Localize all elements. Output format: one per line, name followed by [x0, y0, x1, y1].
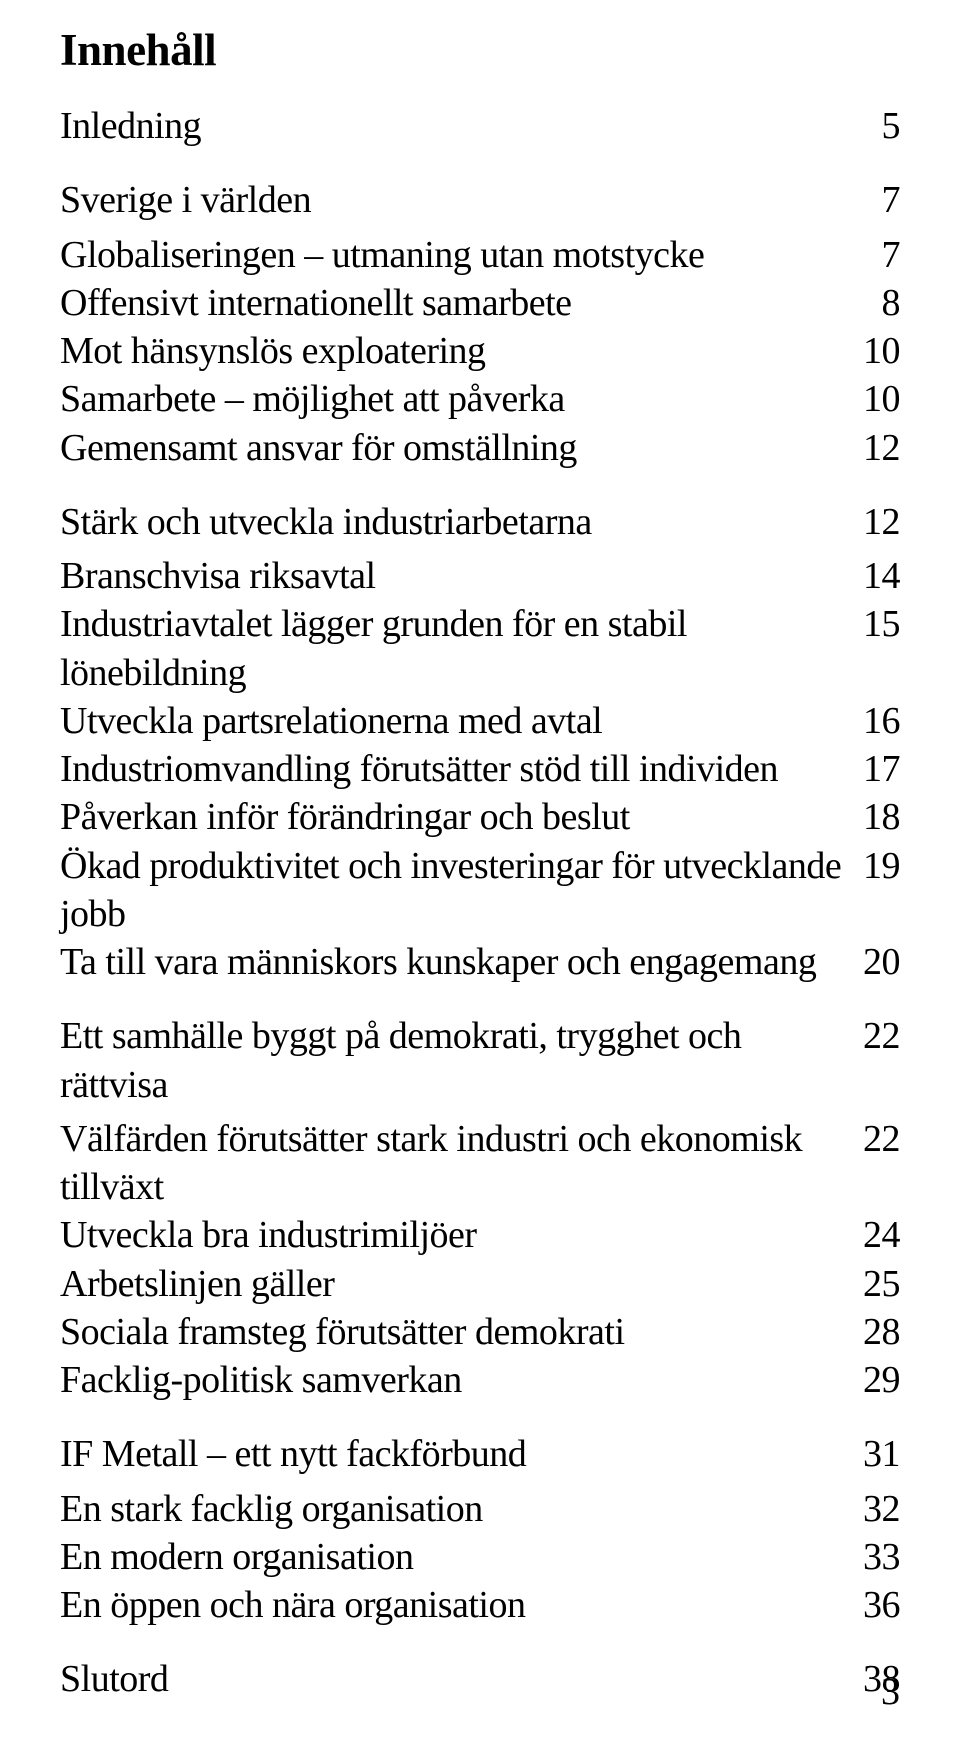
toc-entry-label: Utveckla partsrelationerna med avtal: [60, 697, 855, 745]
toc-entry: Globaliseringen – utmaning utan motstyck…: [60, 231, 900, 279]
toc-entry-page: 25: [855, 1260, 900, 1308]
table-of-contents: Inledning5Sverige i världen7Globaliserin…: [60, 102, 900, 1704]
toc-section-page: 12: [855, 498, 900, 546]
page-title: Innehåll: [60, 24, 900, 76]
toc-section-heading: Slutord38: [60, 1655, 900, 1703]
toc-entry-label: Välfärden förutsätter stark industri och…: [60, 1115, 855, 1212]
toc-entry-page: 28: [855, 1308, 900, 1356]
document-page: Innehåll Inledning5Sverige i världen7Glo…: [0, 0, 960, 1750]
toc-section-page: 5: [874, 102, 901, 150]
toc-section-heading: Inledning5: [60, 102, 900, 150]
toc-entry-page: 12: [855, 424, 900, 472]
toc-entry-label: Samarbete – möjlighet att påverka: [60, 375, 855, 423]
toc-section-label: Inledning: [60, 102, 874, 150]
toc-entry-label: Offensivt internationellt samarbete: [60, 279, 874, 327]
toc-entry: En öppen och nära organisation36: [60, 1581, 900, 1629]
toc-entry-label: Ökad produktivitet och investeringar för…: [60, 842, 855, 939]
toc-entry: Gemensamt ansvar för omställning12: [60, 424, 900, 472]
toc-entry: Mot hänsynslös exploatering10: [60, 327, 900, 375]
toc-entry-label: Sociala framsteg förutsätter demokrati: [60, 1308, 855, 1356]
toc-entry: Ökad produktivitet och investeringar för…: [60, 842, 900, 939]
toc-section-heading: Ett samhälle byggt på demokrati, trygghe…: [60, 1012, 900, 1109]
toc-entry-page: 29: [855, 1356, 900, 1404]
toc-entry-page: 24: [855, 1211, 900, 1259]
toc-entry: En modern organisation33: [60, 1533, 900, 1581]
toc-section-label: Stärk och utveckla industriarbetarna: [60, 498, 855, 546]
page-number: 3: [881, 1670, 900, 1714]
toc-entry: Arbetslinjen gäller25: [60, 1260, 900, 1308]
toc-entry: En stark facklig organisation32: [60, 1485, 900, 1533]
toc-entry: Industriomvandling förutsätter stöd till…: [60, 745, 900, 793]
toc-section-page: 31: [855, 1430, 900, 1478]
toc-entry-label: Facklig-politisk samverkan: [60, 1356, 855, 1404]
toc-entry-label: Utveckla bra industrimiljöer: [60, 1211, 855, 1259]
toc-entry: Sociala framsteg förutsätter demokrati28: [60, 1308, 900, 1356]
toc-entry-page: 20: [855, 938, 900, 986]
toc-entry-page: 32: [855, 1485, 900, 1533]
toc-entry: Industriavtalet lägger grunden för en st…: [60, 600, 900, 697]
toc-entry: Ta till vara människors kunskaper och en…: [60, 938, 900, 986]
toc-entry-page: 10: [855, 375, 900, 423]
toc-entry: Facklig-politisk samverkan29: [60, 1356, 900, 1404]
toc-section-page: 7: [874, 176, 901, 224]
toc-entry: Offensivt internationellt samarbete8: [60, 279, 900, 327]
toc-entry-label: En modern organisation: [60, 1533, 855, 1581]
toc-entry: Utveckla bra industrimiljöer24: [60, 1211, 900, 1259]
toc-section-page: 22: [855, 1012, 900, 1060]
toc-entry: Samarbete – möjlighet att påverka10: [60, 375, 900, 423]
toc-section-label: Slutord: [60, 1655, 855, 1703]
toc-entry-label: Ta till vara människors kunskaper och en…: [60, 938, 855, 986]
toc-entry: Utveckla partsrelationerna med avtal16: [60, 697, 900, 745]
toc-entry: Branschvisa riksavtal14: [60, 552, 900, 600]
toc-section-heading: IF Metall – ett nytt fackförbund31: [60, 1430, 900, 1478]
toc-entry-label: En stark facklig organisation: [60, 1485, 855, 1533]
toc-entry-page: 18: [855, 793, 900, 841]
toc-entry-page: 10: [855, 327, 900, 375]
toc-entry-label: En öppen och nära organisation: [60, 1581, 855, 1629]
toc-entry-page: 17: [855, 745, 900, 793]
toc-entry-page: 7: [874, 231, 901, 279]
toc-entry: Välfärden förutsätter stark industri och…: [60, 1115, 900, 1212]
toc-entry-label: Gemensamt ansvar för omställning: [60, 424, 855, 472]
toc-section-label: IF Metall – ett nytt fackförbund: [60, 1430, 855, 1478]
toc-entry-page: 8: [874, 279, 901, 327]
toc-section-heading: Sverige i världen7: [60, 176, 900, 224]
toc-entry: Påverkan inför förändringar och beslut18: [60, 793, 900, 841]
toc-entry-label: Arbetslinjen gäller: [60, 1260, 855, 1308]
toc-entry-label: Branschvisa riksavtal: [60, 552, 855, 600]
toc-section-label: Ett samhälle byggt på demokrati, trygghe…: [60, 1012, 855, 1109]
toc-entry-page: 33: [855, 1533, 900, 1581]
toc-section-heading: Stärk och utveckla industriarbetarna12: [60, 498, 900, 546]
toc-entry-page: 16: [855, 697, 900, 745]
toc-entry-page: 19: [855, 842, 900, 890]
toc-entry-page: 22: [855, 1115, 900, 1163]
toc-entry-label: Påverkan inför förändringar och beslut: [60, 793, 855, 841]
toc-entry-label: Mot hänsynslös exploatering: [60, 327, 855, 375]
toc-entry-page: 14: [855, 552, 900, 600]
toc-entry-page: 15: [855, 600, 900, 648]
toc-entry-page: 36: [855, 1581, 900, 1629]
toc-section-label: Sverige i världen: [60, 176, 874, 224]
toc-entry-label: Industriomvandling förutsätter stöd till…: [60, 745, 855, 793]
toc-entry-label: Industriavtalet lägger grunden för en st…: [60, 600, 855, 697]
toc-entry-label: Globaliseringen – utmaning utan motstyck…: [60, 231, 874, 279]
